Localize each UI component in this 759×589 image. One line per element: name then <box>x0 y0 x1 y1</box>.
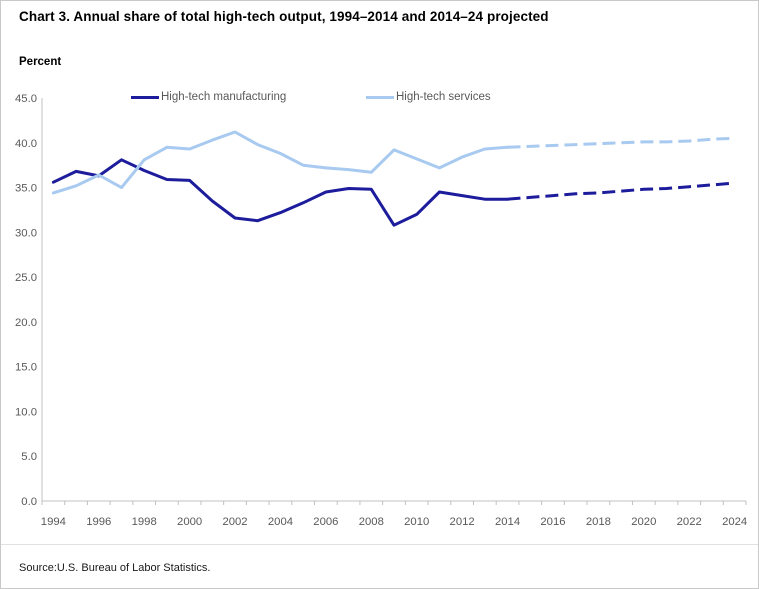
x-axis-tick-label: 2024 <box>722 516 747 528</box>
legend: High-tech manufacturing High-tech servic… <box>1 90 758 106</box>
x-axis-tick-label: 2020 <box>631 516 656 528</box>
chart-title: Chart 3. Annual share of total high-tech… <box>19 9 549 24</box>
manufacturing-line-swatch-icon <box>131 95 159 99</box>
x-axis-tick-label: 2004 <box>268 516 293 528</box>
series-line-solid-high-tech-services <box>51 130 509 195</box>
x-axis-tick-label: 2012 <box>450 516 475 528</box>
x-axis-tick-label: 2018 <box>586 516 611 528</box>
series-line-projected-high-tech-manufacturing <box>507 181 735 201</box>
x-axis-tick-label: 2008 <box>359 516 384 528</box>
x-axis-tick-label: 2000 <box>177 516 202 528</box>
x-axis-tick-label: 1998 <box>132 516 157 528</box>
x-axis-tick-label: 2014 <box>495 516 520 528</box>
y-axis-tick-label: 0.0 <box>21 496 37 508</box>
series-line-solid-high-tech-manufacturing <box>51 158 509 227</box>
x-axis-tick-label: 2010 <box>404 516 429 528</box>
y-axis-tick-label: 5.0 <box>21 451 37 463</box>
x-axis-tick-label: 2002 <box>222 516 247 528</box>
legend-item-services: High-tech services <box>366 90 491 104</box>
y-axis-tick-label: 30.0 <box>15 227 37 239</box>
series-line-projected-high-tech-services <box>507 136 735 149</box>
source-separator-line <box>1 544 758 545</box>
x-axis-tick-label: 2016 <box>540 516 565 528</box>
y-axis-tick-label: 45.0 <box>15 93 37 105</box>
y-axis-tick-label: 10.0 <box>15 406 37 418</box>
y-axis-tick-label: 15.0 <box>15 362 37 374</box>
services-line-swatch-icon <box>366 95 394 99</box>
legend-label-services: High-tech services <box>396 91 491 103</box>
x-axis-tick-label: 2022 <box>677 516 702 528</box>
x-axis-tick-label: 2006 <box>313 516 338 528</box>
legend-label-manufacturing: High-tech manufacturing <box>161 91 287 103</box>
x-axis-tick-label: 1996 <box>86 516 111 528</box>
y-axis-tick-label: 40.0 <box>15 138 37 150</box>
y-axis-tick-label: 20.0 <box>15 317 37 329</box>
y-axis-tick-label: 25.0 <box>15 272 37 284</box>
x-axis-tick-label: 1994 <box>41 516 66 528</box>
y-axis-unit-label: Percent <box>19 56 62 68</box>
legend-item-manufacturing: High-tech manufacturing <box>131 90 286 104</box>
source-note: Source:U.S. Bureau of Labor Statistics. <box>19 562 211 574</box>
y-axis-tick-label: 35.0 <box>15 183 37 195</box>
